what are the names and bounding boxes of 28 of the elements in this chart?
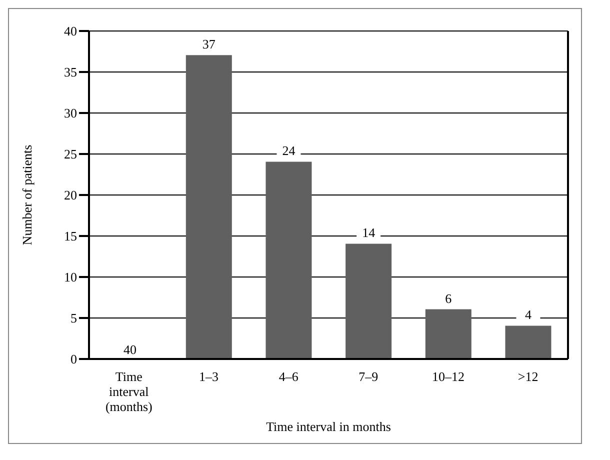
data-label: 37 bbox=[202, 36, 216, 52]
bar bbox=[266, 162, 312, 359]
y-tick-label: 0 bbox=[70, 352, 77, 367]
y-axis-title: Number of patients bbox=[20, 144, 35, 246]
y-tick-label: 30 bbox=[64, 106, 77, 121]
data-label: 24 bbox=[282, 143, 296, 158]
y-tick-label: 10 bbox=[64, 270, 77, 285]
x-axis-title: Time interval in months bbox=[266, 419, 391, 434]
y-tick-label: 15 bbox=[64, 228, 77, 244]
data-label: 6 bbox=[445, 290, 452, 306]
x-tick-label: Time interval (months) bbox=[105, 369, 152, 414]
bar bbox=[505, 326, 552, 359]
data-label: 14 bbox=[362, 225, 376, 240]
x-tick-label: 7–9 bbox=[358, 369, 378, 384]
bar bbox=[346, 244, 392, 359]
y-tick-label: 20 bbox=[64, 188, 77, 203]
data-label: 4 bbox=[524, 307, 532, 322]
y-tick-label: 5 bbox=[70, 310, 77, 326]
x-tick-label: >12 bbox=[518, 369, 538, 384]
y-tick-label: 40 bbox=[64, 24, 77, 39]
y-tick-label: 35 bbox=[64, 64, 77, 80]
y-tick-label: 25 bbox=[64, 146, 77, 162]
annotation: 40 bbox=[122, 342, 138, 358]
x-tick-label: 10–12 bbox=[432, 369, 464, 384]
x-tick-label: 1–3 bbox=[199, 369, 218, 384]
x-tick-label: 4–6 bbox=[278, 369, 299, 384]
bar bbox=[425, 309, 472, 359]
bar bbox=[186, 55, 232, 359]
